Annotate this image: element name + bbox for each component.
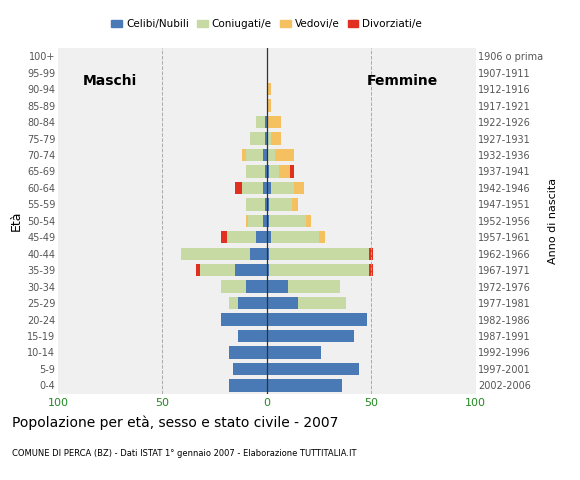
Bar xyxy=(267,264,269,276)
Bar xyxy=(271,231,319,243)
Bar xyxy=(263,149,267,161)
Bar xyxy=(238,330,267,342)
Bar xyxy=(267,231,271,243)
Bar xyxy=(181,248,250,260)
Bar xyxy=(263,182,267,194)
Bar xyxy=(246,280,267,293)
Bar xyxy=(267,215,269,227)
Bar xyxy=(269,248,369,260)
Bar xyxy=(227,231,256,243)
Bar xyxy=(250,248,267,260)
Bar xyxy=(306,215,311,227)
Bar xyxy=(269,264,369,276)
Bar xyxy=(269,215,306,227)
Bar xyxy=(250,132,264,144)
Bar xyxy=(292,198,298,211)
Bar xyxy=(267,280,288,293)
Bar xyxy=(267,132,271,144)
Bar xyxy=(246,215,248,227)
Text: Popolazione per età, sesso e stato civile - 2007: Popolazione per età, sesso e stato civil… xyxy=(12,415,338,430)
Bar xyxy=(264,165,267,178)
Bar xyxy=(246,198,264,211)
Bar xyxy=(267,165,269,178)
Bar xyxy=(267,99,271,112)
Bar xyxy=(267,330,354,342)
Bar xyxy=(267,182,271,194)
Bar xyxy=(196,264,200,276)
Bar xyxy=(280,165,290,178)
Bar xyxy=(221,231,227,243)
Legend: Celibi/Nubili, Coniugati/e, Vedovi/e, Divorziati/e: Celibi/Nubili, Coniugati/e, Vedovi/e, Di… xyxy=(107,15,426,34)
Bar xyxy=(298,297,346,309)
Bar xyxy=(275,149,294,161)
Bar xyxy=(294,182,304,194)
Text: Femmine: Femmine xyxy=(367,74,438,88)
Bar xyxy=(238,297,267,309)
Bar xyxy=(267,149,275,161)
Bar xyxy=(267,379,342,392)
Bar xyxy=(246,149,263,161)
Bar xyxy=(264,198,267,211)
Bar xyxy=(256,231,267,243)
Bar xyxy=(269,198,292,211)
Bar xyxy=(267,83,271,96)
Bar xyxy=(263,215,267,227)
Bar xyxy=(267,116,281,128)
Text: Maschi: Maschi xyxy=(83,74,137,88)
Bar xyxy=(267,346,321,359)
Bar xyxy=(264,116,267,128)
Bar xyxy=(248,215,263,227)
Bar xyxy=(242,149,246,161)
Text: COMUNE DI PERCA (BZ) - Dati ISTAT 1° gennaio 2007 - Elaborazione TUTTITALIA.IT: COMUNE DI PERCA (BZ) - Dati ISTAT 1° gen… xyxy=(12,449,356,458)
Bar xyxy=(221,280,246,293)
Bar xyxy=(229,346,267,359)
Bar xyxy=(235,182,242,194)
Bar xyxy=(267,297,298,309)
Bar xyxy=(267,313,367,326)
Bar xyxy=(267,198,269,211)
Bar xyxy=(290,165,294,178)
Bar xyxy=(369,248,374,260)
Bar xyxy=(369,264,374,276)
Bar xyxy=(267,363,358,375)
Bar xyxy=(229,379,267,392)
Bar xyxy=(269,165,280,178)
Bar xyxy=(235,264,267,276)
Y-axis label: Anno di nascita: Anno di nascita xyxy=(548,178,557,264)
Bar xyxy=(271,132,281,144)
Bar xyxy=(319,231,325,243)
Bar xyxy=(271,182,294,194)
Bar xyxy=(256,116,264,128)
Bar xyxy=(288,280,340,293)
Bar xyxy=(242,182,263,194)
Bar xyxy=(221,313,267,326)
Bar xyxy=(229,297,238,309)
Bar xyxy=(267,248,269,260)
Bar xyxy=(233,363,267,375)
Bar xyxy=(200,264,235,276)
Bar xyxy=(246,165,264,178)
Bar xyxy=(264,132,267,144)
Y-axis label: Età: Età xyxy=(10,211,23,231)
